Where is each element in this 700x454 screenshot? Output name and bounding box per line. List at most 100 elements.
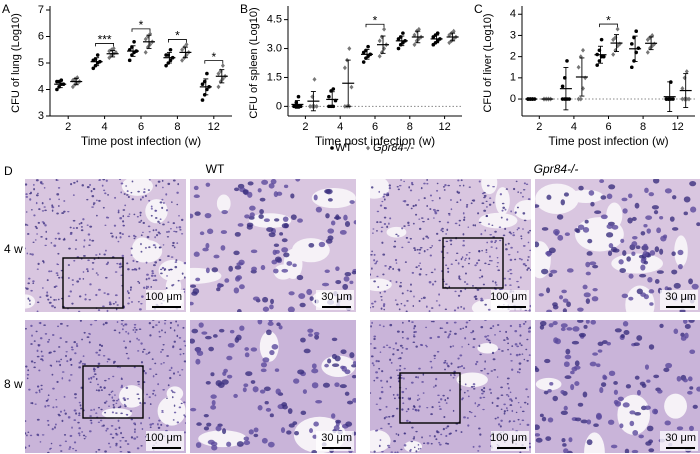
nucleus <box>113 361 115 365</box>
nucleus <box>161 266 165 270</box>
nucleus <box>459 198 462 202</box>
nucleus <box>210 405 217 410</box>
nucleus <box>27 369 30 372</box>
nucleus <box>75 344 79 348</box>
nucleus <box>46 419 50 422</box>
nucleus <box>403 200 407 203</box>
nucleus <box>203 413 209 418</box>
nucleus <box>480 388 484 391</box>
nucleus <box>485 249 488 251</box>
nucleus <box>45 237 48 240</box>
alveolus <box>25 294 36 309</box>
nucleus <box>463 367 466 370</box>
nucleus <box>583 324 588 329</box>
nucleus <box>36 268 39 270</box>
nucleus <box>594 210 602 215</box>
nucleus <box>44 405 47 408</box>
nucleus <box>431 283 435 286</box>
nucleus <box>585 271 591 276</box>
nucleus <box>100 408 103 411</box>
nucleus <box>136 215 139 218</box>
nucleus <box>417 376 420 379</box>
nucleus <box>47 394 50 397</box>
nucleus <box>535 437 543 443</box>
nucleus <box>481 202 485 205</box>
nucleus <box>585 261 591 268</box>
nucleus <box>249 212 255 218</box>
y-axis-label: CFU of spleen (Log10) <box>248 7 260 118</box>
nucleus <box>644 405 651 410</box>
nucleus <box>112 399 116 402</box>
nucleus <box>170 366 173 370</box>
nucleus <box>634 202 640 209</box>
nucleus <box>460 257 463 261</box>
nucleus <box>452 376 455 379</box>
legend-label: Gpr84-/- <box>373 142 414 154</box>
nucleus <box>272 249 277 256</box>
nucleus <box>183 401 186 404</box>
nucleus <box>677 249 684 256</box>
nucleus <box>66 360 69 363</box>
nucleus <box>88 430 92 433</box>
nucleus <box>271 344 279 350</box>
nucleus <box>243 440 251 446</box>
data-point <box>70 84 75 90</box>
nucleus <box>74 248 77 250</box>
nucleus <box>396 185 399 188</box>
data-point <box>680 86 685 91</box>
nucleus <box>557 234 564 241</box>
nucleus <box>379 221 382 223</box>
nucleus <box>671 251 676 257</box>
nucleus <box>450 208 453 211</box>
nucleus <box>105 249 107 252</box>
nucleus <box>375 376 379 379</box>
nucleus <box>380 427 383 430</box>
nucleus <box>643 224 648 228</box>
nucleus <box>434 268 436 271</box>
nucleus <box>436 182 439 185</box>
nucleus <box>497 423 501 426</box>
nucleus <box>115 402 118 405</box>
nucleus <box>148 351 151 354</box>
nucleus <box>433 357 436 360</box>
nucleus <box>190 213 194 219</box>
nucleus <box>382 346 386 349</box>
nucleus <box>67 277 70 280</box>
nucleus <box>103 189 106 192</box>
nucleus <box>380 226 384 229</box>
nucleus <box>507 342 510 345</box>
nucleus <box>164 320 167 322</box>
nucleus <box>379 204 383 207</box>
nucleus <box>506 409 509 412</box>
nucleus <box>38 391 41 393</box>
nucleus <box>318 241 326 248</box>
nucleus <box>47 451 50 453</box>
scale-bg <box>146 431 184 451</box>
nucleus <box>33 366 36 369</box>
nucleus <box>378 324 382 326</box>
nucleus <box>518 371 521 374</box>
nucleus <box>592 287 598 292</box>
nucleus <box>311 368 319 374</box>
nucleus <box>61 371 65 373</box>
nucleus <box>526 423 530 426</box>
nucleus <box>260 265 266 271</box>
nucleus <box>459 365 462 368</box>
nucleus <box>461 346 463 348</box>
nucleus <box>167 255 170 257</box>
nucleus <box>129 410 133 412</box>
nucleus <box>548 247 556 254</box>
nucleus <box>465 254 468 256</box>
nucleus <box>620 238 625 243</box>
nucleus <box>426 204 428 208</box>
nucleus <box>672 195 677 200</box>
nucleus <box>257 320 263 325</box>
alveolus <box>481 179 498 195</box>
nucleus <box>683 320 688 324</box>
nucleus <box>496 265 499 268</box>
nucleus <box>47 398 49 401</box>
nucleus <box>38 345 40 347</box>
nucleus <box>412 222 415 225</box>
nucleus <box>400 302 403 305</box>
nucleus <box>418 252 421 255</box>
